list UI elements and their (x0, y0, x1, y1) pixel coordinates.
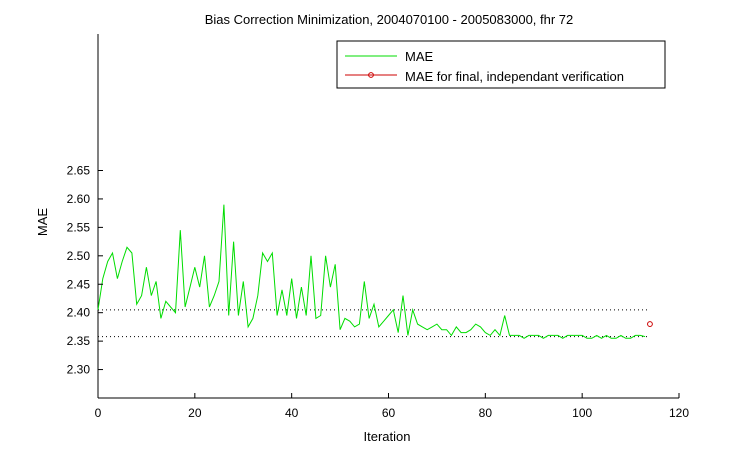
x-tick-label: 80 (479, 406, 493, 420)
legend-box (336, 40, 666, 89)
y-axis-ticks: 2.30 2.35 2.40 2.45 2.50 2.55 2.60 2.65 (67, 164, 103, 377)
legend: MAE MAE for final, independant verificat… (336, 40, 666, 89)
legend-mae-label: MAE (405, 49, 434, 64)
y-tick-label: 2.55 (67, 220, 91, 234)
legend-final-marker (368, 72, 374, 78)
x-tick-label: 60 (382, 406, 396, 420)
y-tick-label: 2.35 (67, 334, 91, 348)
x-axis-ticks: 0 20 40 60 80 100 120 (95, 393, 689, 420)
x-tick-label: 40 (285, 406, 299, 420)
x-axis-title: Iteration (364, 429, 411, 444)
final-verification-point (647, 321, 653, 327)
chart-title: Bias Correction Minimization, 2004070100… (205, 12, 574, 27)
y-tick-label: 2.40 (67, 306, 91, 320)
mae-series-line (97, 204, 646, 339)
y-tick-label: 2.65 (67, 164, 91, 178)
y-tick-label: 2.50 (67, 249, 91, 263)
reference-lines (98, 309, 650, 338)
y-tick-label: 2.30 (67, 363, 91, 377)
legend-final-label: MAE for final, independant verification (405, 69, 624, 84)
y-axis-title: MAE (35, 208, 50, 237)
y-tick-label: 2.60 (67, 192, 91, 206)
x-tick-label: 0 (95, 406, 102, 420)
series-group (97, 204, 653, 339)
x-tick-label: 100 (572, 406, 592, 420)
y-tick-label: 2.45 (67, 277, 91, 291)
plot-area: 0 20 40 60 80 100 120 2.30 2.35 2.40 2.45 2.50 2.55… (67, 34, 689, 420)
x-tick-label: 120 (669, 406, 689, 420)
x-tick-label: 20 (188, 406, 202, 420)
